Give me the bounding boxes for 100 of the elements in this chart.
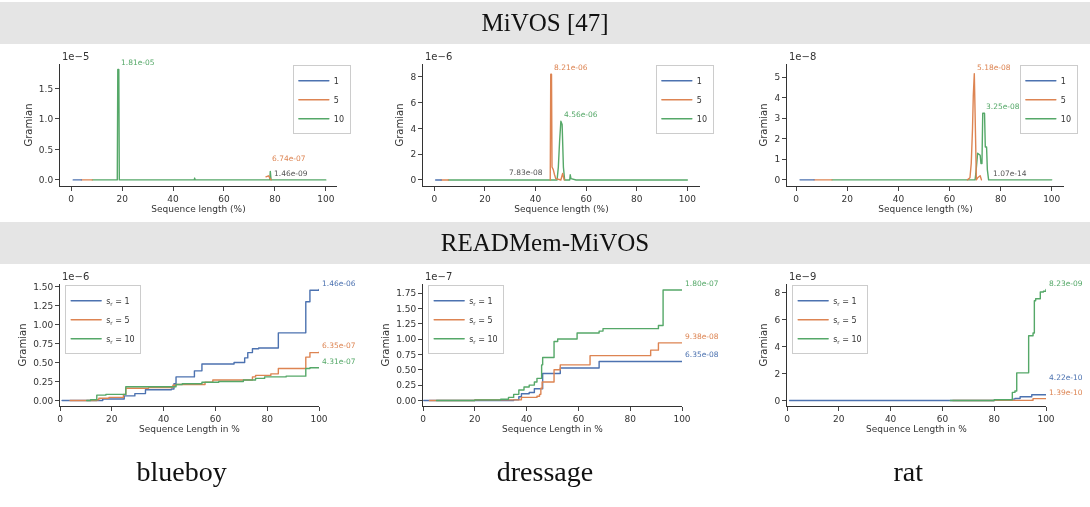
x-tick-label: 0: [783, 413, 790, 424]
y-tick-label: 0.25: [396, 380, 417, 391]
text: blueboy: [135, 456, 228, 488]
legend-label: 1: [1060, 76, 1066, 86]
x-tick-label: 60: [218, 193, 230, 204]
x-axis-title: Sequence Length in %: [502, 423, 604, 434]
legend-label: 10: [333, 114, 345, 124]
x-tick-label: 0: [57, 413, 64, 424]
y-axis-title: Gramian: [394, 103, 406, 147]
x-tick-label: 60: [936, 413, 949, 424]
y-tick-label: 8: [410, 72, 417, 83]
y-tick-label: 0.5: [38, 144, 54, 155]
y-tick-label: 0.50: [396, 364, 417, 375]
x-tick-label: 40: [167, 193, 180, 204]
x-tick-label: 0: [420, 413, 427, 424]
text: 1e−7: [425, 271, 453, 282]
legend-label: 5: [1060, 95, 1066, 105]
y-tick-label: 0.25: [33, 376, 54, 387]
y-tick-label: 6: [774, 314, 781, 325]
x-tick-label: 40: [521, 413, 533, 424]
y-tick-label: 1.50: [396, 303, 417, 314]
x-tick-label: 80: [261, 413, 274, 424]
y-tick-label: 2: [410, 149, 417, 160]
legend-label: s$_{r}$ = 1: [469, 296, 493, 307]
x-axis-title: Sequence length (%): [151, 203, 246, 214]
x-tick-label: 40: [884, 413, 897, 424]
legend-label: 1: [697, 76, 703, 86]
x-tick-label: 0: [431, 193, 438, 204]
y-tick-label: 0.75: [396, 349, 417, 360]
x-tick-label: 20: [116, 193, 129, 204]
x-tick-label: 80: [624, 413, 637, 424]
text: 1e−6: [425, 51, 453, 62]
x-tick-label: 80: [994, 193, 1007, 204]
legend-label: s$_{r}$ = 10: [832, 334, 862, 345]
y-tick-label: 1.50: [33, 281, 54, 292]
y-tick-label: 4: [410, 123, 417, 134]
y-tick-label: 2: [774, 368, 780, 379]
x-tick-label: 0: [68, 193, 75, 204]
x-tick-label: 80: [631, 193, 644, 204]
y-tick-label: 1: [774, 154, 780, 165]
legend-label: s$_{r}$ = 5: [832, 315, 857, 326]
x-tick-label: 80: [269, 193, 281, 204]
y-tick-label: 0: [774, 175, 781, 185]
x-tick-label: 100: [679, 193, 697, 204]
text: MiVOS [47]: [0, 2, 1090, 44]
legend-label: 5: [333, 95, 339, 105]
legend-label: 10: [697, 114, 708, 124]
y-tick-label: 2: [774, 133, 780, 144]
y-tick-label: 3: [774, 113, 780, 124]
y-tick-label: 0.00: [33, 395, 54, 406]
x-tick-label: 20: [841, 193, 853, 204]
y-tick-label: 1.00: [33, 319, 54, 330]
text: 1e−5: [62, 51, 90, 62]
y-axis-title: Gramian: [22, 103, 34, 147]
y-tick-label: 0.0: [38, 175, 54, 186]
text: 1e−9: [788, 271, 816, 282]
y-tick-label: 8: [774, 287, 781, 298]
legend-label: s$_{r}$ = 1: [106, 296, 130, 307]
y-tick-label: 1.00: [396, 334, 417, 345]
y-tick-label: 4: [774, 92, 781, 103]
x-tick-label: 40: [892, 193, 905, 204]
legend-label: s$_{r}$ = 10: [469, 334, 498, 345]
y-tick-label: 1.75: [396, 288, 417, 299]
y-tick-label: 6: [410, 97, 417, 108]
x-tick-label: 20: [469, 413, 482, 424]
text: rat: [892, 456, 925, 488]
y-tick-label: 4: [774, 341, 781, 352]
legend-label: s$_{r}$ = 5: [469, 315, 493, 326]
x-axis-title: Sequence Length in %: [865, 423, 967, 434]
legend-label: s$_{r}$ = 10: [106, 334, 135, 345]
y-axis-title: Gramian: [758, 103, 770, 147]
text: 1e−8: [788, 51, 816, 62]
x-tick-label: 60: [573, 413, 585, 424]
x-tick-label: 80: [988, 413, 1000, 424]
y-tick-label: 0.50: [33, 357, 54, 368]
x-axis-title: Sequence length (%): [877, 203, 973, 214]
x-tick-label: 60: [580, 193, 593, 204]
y-tick-label: 0.00: [396, 395, 417, 406]
legend-label: 10: [1060, 114, 1071, 124]
legend-label: s$_{r}$ = 1: [832, 296, 857, 307]
text: 1e−6: [62, 271, 90, 282]
x-tick-label: 100: [673, 413, 692, 424]
x-tick-label: 20: [832, 413, 845, 424]
x-tick-label: 100: [317, 193, 335, 204]
y-tick-label: 1.25: [396, 318, 417, 329]
x-axis-title: Sequence length (%): [514, 203, 610, 214]
y-axis-title: Gramian: [758, 323, 770, 367]
y-tick-label: 1.5: [38, 83, 54, 94]
text: READMem-MiVOS: [0, 222, 1090, 264]
y-tick-label: 0.75: [33, 338, 54, 349]
x-tick-label: 40: [157, 413, 170, 424]
x-tick-label: 60: [943, 193, 956, 204]
x-tick-label: 100: [310, 413, 328, 424]
y-tick-label: 0: [774, 395, 781, 406]
x-tick-label: 40: [530, 193, 542, 204]
x-tick-label: 0: [792, 193, 799, 204]
x-tick-label: 60: [209, 413, 222, 424]
x-tick-label: 100: [1037, 413, 1055, 424]
legend-label: 5: [697, 95, 703, 105]
legend-label: s$_{r}$ = 5: [106, 315, 130, 326]
